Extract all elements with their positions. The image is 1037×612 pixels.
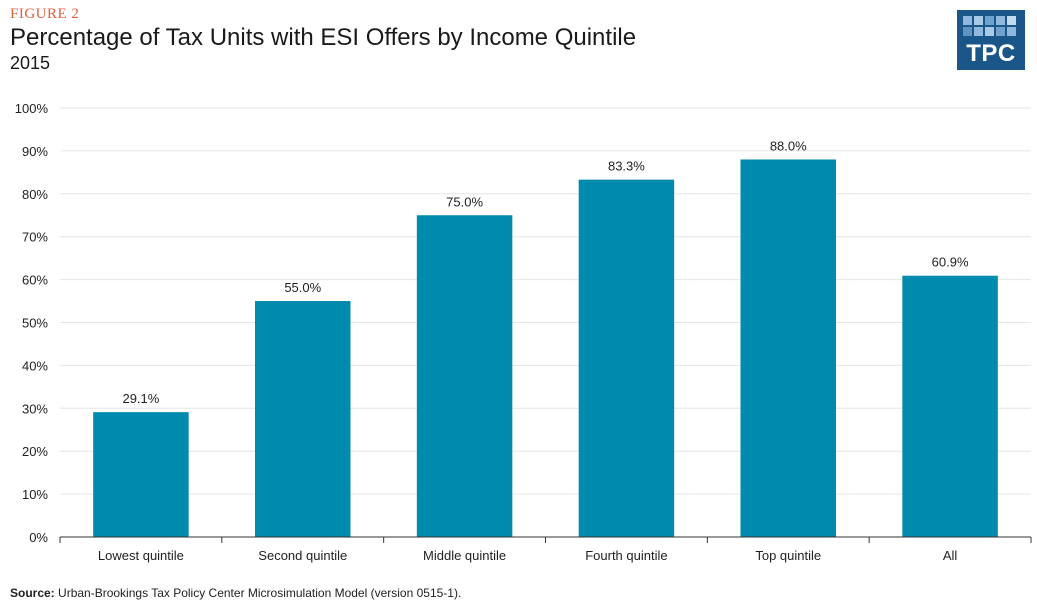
bar-data-label: 88.0% xyxy=(770,138,807,153)
logo-square xyxy=(974,27,983,36)
figure-label: FIGURE 2 xyxy=(10,6,80,22)
source-note: Source: Urban-Brookings Tax Policy Cente… xyxy=(10,586,461,600)
y-tick-label: 90% xyxy=(22,144,48,159)
x-tick-label: Second quintile xyxy=(258,548,347,563)
bars xyxy=(93,159,998,538)
bar-data-label: 55.0% xyxy=(284,280,321,295)
logo-square xyxy=(963,16,972,25)
bar xyxy=(740,159,836,538)
x-tick-label: All xyxy=(943,548,958,563)
y-tick-label: 60% xyxy=(22,273,48,288)
y-axis-ticks: 0% 10% 20% 30% 40% 50% 60% 70% 80% 90% 100% xyxy=(15,101,49,545)
logo-square xyxy=(974,16,983,25)
logo-square xyxy=(985,27,994,36)
bar xyxy=(255,301,351,537)
y-tick-label: 10% xyxy=(22,487,48,502)
bar xyxy=(902,275,998,537)
bar-data-label: 75.0% xyxy=(446,194,483,209)
bar xyxy=(93,412,189,537)
chart-title: Percentage of Tax Units with ESI Offers … xyxy=(10,24,637,51)
y-tick-label: 40% xyxy=(22,358,48,373)
source-text: Urban-Brookings Tax Policy Center Micros… xyxy=(58,586,462,600)
bar-data-label: 29.1% xyxy=(122,391,159,406)
logo-square xyxy=(996,27,1005,36)
logo-text: TPC xyxy=(966,40,1016,67)
bar-data-label: 60.9% xyxy=(932,255,969,270)
logo-square xyxy=(963,27,972,36)
logo-square xyxy=(1007,16,1016,25)
tpc-logo: TPC xyxy=(957,10,1025,70)
source-label: Source: xyxy=(10,586,55,600)
y-tick-label: 0% xyxy=(29,530,48,545)
bar-chart: 0% 10% 20% 30% 40% 50% 60% 70% 80% 90% 100% 29.1% 5… xyxy=(15,101,1032,563)
y-tick-label: 70% xyxy=(22,230,48,245)
logo-square xyxy=(996,16,1005,25)
y-tick-label: 30% xyxy=(22,401,48,416)
x-tick-label: Fourth quintile xyxy=(585,548,667,563)
bar xyxy=(416,215,513,537)
y-tick-label: 20% xyxy=(22,444,48,459)
chart-subtitle: 2015 xyxy=(10,53,51,73)
y-tick-label: 100% xyxy=(15,101,49,116)
gridlines xyxy=(60,107,1031,495)
data-labels: 29.1% 55.0% 75.0% 83.3% 88.0% 60.9% xyxy=(122,138,968,406)
logo-square xyxy=(985,16,994,25)
bar xyxy=(578,179,675,537)
x-tick-label: Middle quintile xyxy=(423,548,506,563)
x-tick-label: Lowest quintile xyxy=(98,548,184,563)
y-tick-label: 80% xyxy=(22,187,48,202)
x-axis-ticks: Lowest quintile Second quintile Middle qui… xyxy=(59,537,1032,563)
x-tick-label: Top quintile xyxy=(755,548,821,563)
bar-data-label: 83.3% xyxy=(608,159,645,174)
logo-square xyxy=(1007,27,1016,36)
y-tick-label: 50% xyxy=(22,316,48,331)
